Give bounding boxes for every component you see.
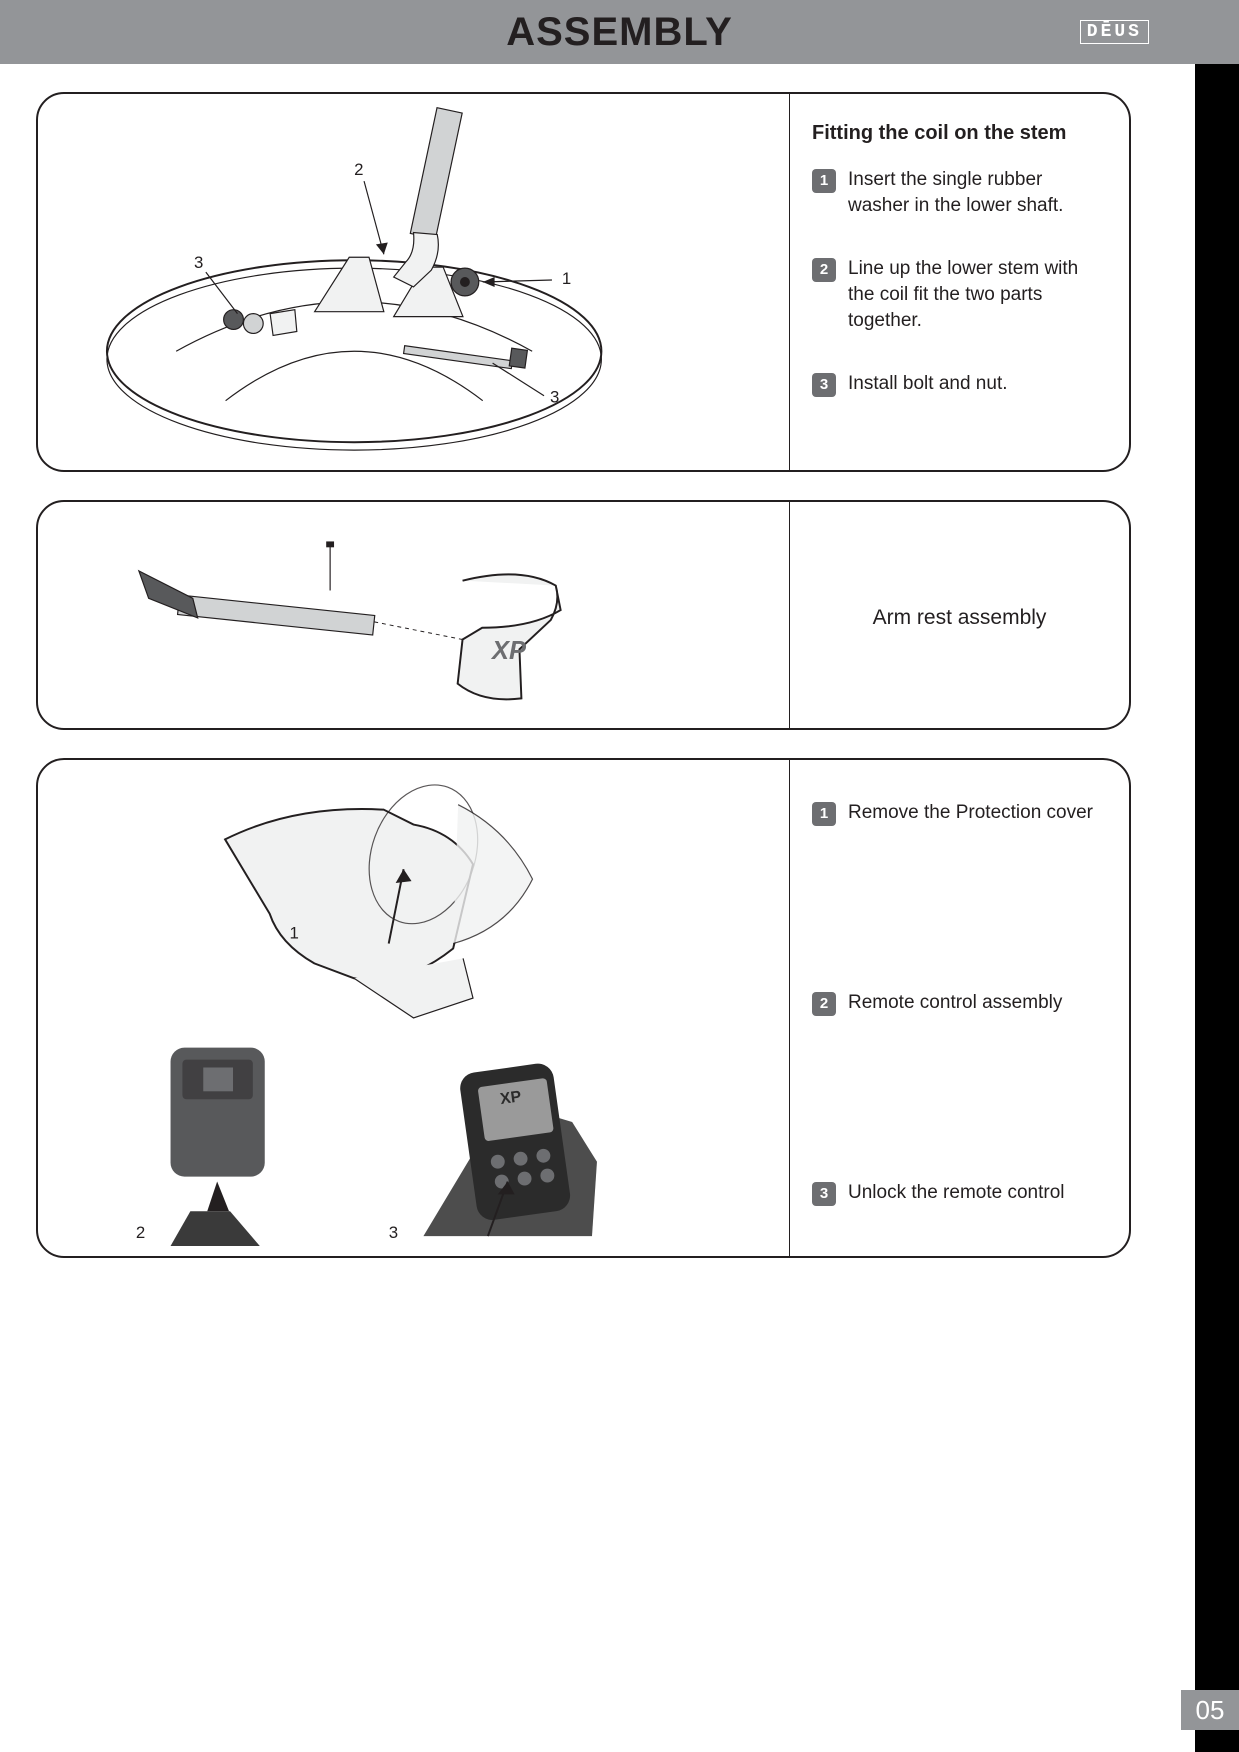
panel-coil-fitting: 1 2 3 3 Fitting the coil on the stem 1 I… — [36, 92, 1131, 472]
panel1-step-1: 1 Insert the single rubber washer in the… — [812, 167, 1107, 218]
page-number: 05 — [1181, 1690, 1239, 1730]
brand-logo: DĒUS — [1080, 20, 1149, 44]
step-badge: 2 — [812, 992, 836, 1016]
remote-diagram-svg: 1 2 — [48, 770, 779, 1246]
callout-3a: 3 — [194, 253, 203, 272]
callout-1: 1 — [562, 269, 571, 288]
svg-text:XP: XP — [490, 637, 527, 665]
panel3-step-3: 3 Unlock the remote control — [812, 1180, 1107, 1206]
panel1-step-3: 3 Install bolt and nut. — [812, 371, 1107, 397]
panel2-text: Arm rest assembly — [789, 502, 1129, 728]
step-text: Line up the lower stem with the coil fit… — [848, 256, 1107, 333]
panel3-step-1: 1 Remove the Protection cover — [812, 800, 1107, 826]
panel-remote: 1 2 — [36, 758, 1131, 1258]
step-badge: 1 — [812, 802, 836, 826]
step-badge: 1 — [812, 169, 836, 193]
panel1-text: Fitting the coil on the stem 1 Insert th… — [789, 94, 1129, 470]
step-text: Remote control assembly — [848, 990, 1107, 1016]
panel1-step-2: 2 Line up the lower stem with the coil f… — [812, 256, 1107, 333]
header-bar: ASSEMBLY DĒUS — [0, 0, 1239, 64]
panel1-illustration: 1 2 3 3 — [38, 94, 789, 470]
callout-1: 1 — [290, 924, 299, 943]
page-content: 1 2 3 3 Fitting the coil on the stem 1 I… — [0, 64, 1195, 1314]
step-text: Unlock the remote control — [848, 1180, 1107, 1206]
callout-3b: 3 — [550, 388, 559, 407]
step-text: Remove the Protection cover — [848, 800, 1107, 826]
panel3-text: 1 Remove the Protection cover 2 Remote c… — [789, 760, 1129, 1256]
callout-3: 3 — [389, 1223, 398, 1242]
right-page-strip — [1195, 0, 1239, 1752]
step-badge: 3 — [812, 373, 836, 397]
step-text: Insert the single rubber washer in the l… — [848, 167, 1107, 218]
panel3-illustration: 1 2 — [38, 760, 789, 1256]
armrest-diagram-svg: XP — [48, 512, 779, 718]
panel1-title: Fitting the coil on the stem — [812, 122, 1107, 145]
coil-diagram-svg: 1 2 3 3 — [48, 104, 779, 460]
step-badge: 3 — [812, 1182, 836, 1206]
panel3-step-2: 2 Remote control assembly — [812, 990, 1107, 1016]
armrest-label: Arm rest assembly — [873, 606, 1047, 630]
panel2-illustration: XP — [38, 502, 789, 728]
panel-armrest: XP Arm rest assembly — [36, 500, 1131, 730]
callout-2: 2 — [354, 160, 363, 179]
step-text: Install bolt and nut. — [848, 371, 1107, 397]
svg-text:XP: XP — [499, 1088, 523, 1108]
callout-2: 2 — [136, 1223, 145, 1242]
step-badge: 2 — [812, 258, 836, 282]
page-title: ASSEMBLY — [506, 10, 733, 55]
